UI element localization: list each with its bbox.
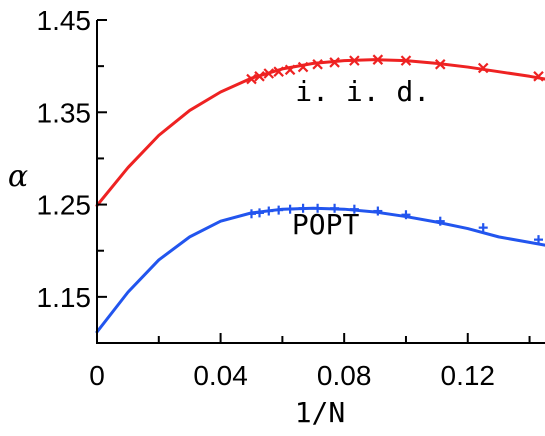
series-1-point	[246, 209, 256, 219]
y-tick-label: 1.35	[37, 97, 92, 128]
x-tick-label: 0.04	[193, 360, 248, 391]
x-tick-label: 0.08	[317, 360, 372, 391]
series-1-point	[264, 206, 274, 216]
series-0-point	[400, 55, 412, 66]
series-0-point	[263, 68, 275, 79]
axes	[96, 20, 545, 344]
series-0-point	[329, 57, 340, 68]
series-0-point	[477, 62, 489, 74]
x-axis-label: 1/N	[295, 396, 346, 429]
series-1-point	[285, 204, 295, 214]
series-1-point	[274, 205, 284, 215]
series-1-point	[478, 223, 488, 233]
series-1-point	[401, 210, 411, 220]
series-0-point	[349, 55, 360, 66]
y-tick-label: 1.25	[37, 190, 92, 221]
series-0-point	[312, 59, 323, 70]
y-tick-label: 1.15	[37, 282, 92, 313]
series-0-point	[434, 59, 446, 70]
series-1-point	[349, 204, 359, 214]
axis-ticks	[96, 19, 531, 344]
series-1-point	[313, 203, 323, 213]
series-0-point	[273, 66, 284, 77]
series-0-point	[297, 61, 309, 73]
x-tick-label: 0.12	[441, 360, 496, 391]
series-1-point	[373, 206, 383, 216]
series-0-point	[533, 71, 544, 82]
y-tick-label: 1.45	[37, 5, 92, 36]
axis-tick-labels: 0 0.04 0.08 0.12 1.15 1.25 1.35 1.45	[37, 5, 496, 391]
series-0-point	[246, 73, 257, 85]
y-axis-label: α	[8, 159, 28, 194]
x-tick-label: 0	[89, 360, 105, 391]
series-0-point	[284, 64, 296, 76]
series-1-point	[255, 208, 265, 218]
series-0-label: i. i. d.	[295, 75, 430, 108]
series-1-line	[95, 206, 545, 334]
series-labels: i. i. d. POPT	[292, 75, 430, 241]
series-1-point	[298, 203, 308, 213]
series-1-label: POPT	[292, 208, 360, 241]
series-1-point	[435, 216, 445, 226]
series-markers	[246, 54, 544, 245]
series-1-point	[534, 235, 544, 245]
series-1-point	[330, 203, 340, 213]
series-0-point	[372, 54, 384, 65]
series-0-point	[254, 71, 265, 82]
